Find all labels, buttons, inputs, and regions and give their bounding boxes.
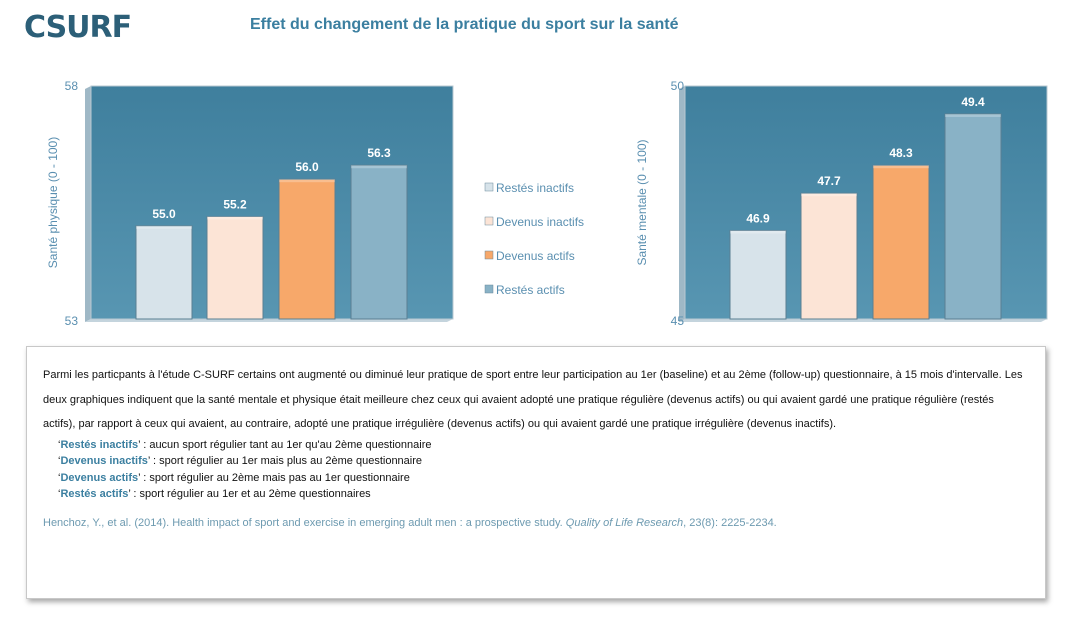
legend-label: Restés actifs — [496, 283, 565, 297]
legend-swatch — [484, 284, 494, 294]
definition-restes-inactifs: ‘Restés inactifs’ : aucun sport régulier… — [58, 438, 432, 451]
bar-highlight — [136, 225, 192, 229]
plot-side-wall — [85, 86, 91, 322]
bar — [350, 164, 408, 320]
bar-highlight — [730, 230, 786, 234]
bar-data-label: 55.2 — [223, 197, 247, 211]
reference-citation: Henchoz, Y., et al. (2014). Health impac… — [43, 515, 1029, 531]
reference-authors: Henchoz, Y., et al. (2014). Health impac… — [43, 516, 566, 529]
bar-highlight — [279, 179, 335, 183]
y-tick-min: 53 — [65, 314, 79, 328]
legend-label: Devenus actifs — [496, 249, 575, 263]
bar — [800, 192, 858, 320]
bar-data-label: 49.4 — [961, 95, 985, 109]
bar-highlight — [801, 193, 857, 197]
legend-label: Devenus inactifs — [496, 215, 584, 229]
bar — [206, 215, 264, 320]
reference-details: , 23(8): 2225-2234. — [683, 516, 777, 529]
reference-journal: Quality of Life Research — [565, 516, 684, 529]
charts-canvas: 58 53 Santé physique (0 - 100) 55.0 55.2 56.0… — [46, 79, 1048, 328]
definition-devenus-inactifs: ‘Devenus inactifs’ : sport régulier au 1… — [58, 455, 423, 467]
bar — [872, 164, 930, 320]
bar-data-label: 47.7 — [817, 174, 841, 188]
y-tick-max: 50 — [671, 79, 685, 93]
definition-term: Devenus actifs — [60, 471, 139, 484]
bar-highlight — [945, 113, 1001, 117]
definition-desc: : sport régulier au 2ème mais pas au 1er… — [140, 471, 410, 484]
plot-floor — [679, 319, 1047, 322]
definition-devenus-actifs: ‘Devenus actifs’ : sport régulier au 2èm… — [58, 471, 410, 484]
csurf-logo: CSURF — [24, 10, 132, 45]
bar-highlight — [873, 165, 929, 169]
y-tick-max: 58 — [65, 79, 79, 93]
plot-floor — [85, 319, 453, 322]
bar — [944, 113, 1002, 320]
plot-side-wall — [679, 86, 685, 322]
definition-desc: : sport régulier au 1er et au 2ème quest… — [130, 488, 371, 500]
legend-swatch — [484, 182, 494, 192]
bar-data-label: 55.0 — [152, 207, 176, 221]
bar — [278, 178, 336, 320]
bar-data-label: 46.9 — [746, 211, 770, 225]
legend-label: Restés inactifs — [496, 181, 574, 195]
bar — [135, 225, 193, 320]
bar-highlight — [207, 216, 263, 220]
legend-swatch — [484, 216, 494, 226]
explanation-paragraph: Parmi les particpants à l'étude C-SURF c… — [43, 369, 1023, 430]
definition-desc: : aucun sport régulier tant au 1er qu'au… — [140, 438, 432, 451]
bar — [729, 229, 787, 320]
bar-highlight — [351, 165, 407, 169]
bar-data-label: 56.3 — [367, 146, 391, 160]
definition-restes-actifs: ‘Restés actifs’ : sport régulier au 1er … — [58, 488, 371, 500]
y-tick-min: 45 — [671, 314, 685, 328]
y-axis-label: Santé mentale (0 - 100) — [635, 139, 649, 265]
definition-desc: : sport régulier au 1er mais plus au 2èm… — [149, 455, 423, 467]
definition-term: Restés inactifs — [60, 438, 139, 451]
definition-term: Restés actifs — [60, 488, 129, 500]
explanation-panel: Parmi les particpants à l'étude C-SURF c… — [26, 346, 1046, 599]
legend-swatch — [484, 250, 494, 260]
definition-term: Devenus inactifs — [60, 455, 148, 467]
bar-data-label: 48.3 — [889, 146, 913, 160]
y-axis-label: Santé physique (0 - 100) — [46, 137, 60, 268]
page-title: Effet du changement de la pratique du sp… — [250, 16, 679, 33]
bar-data-label: 56.0 — [295, 160, 319, 174]
